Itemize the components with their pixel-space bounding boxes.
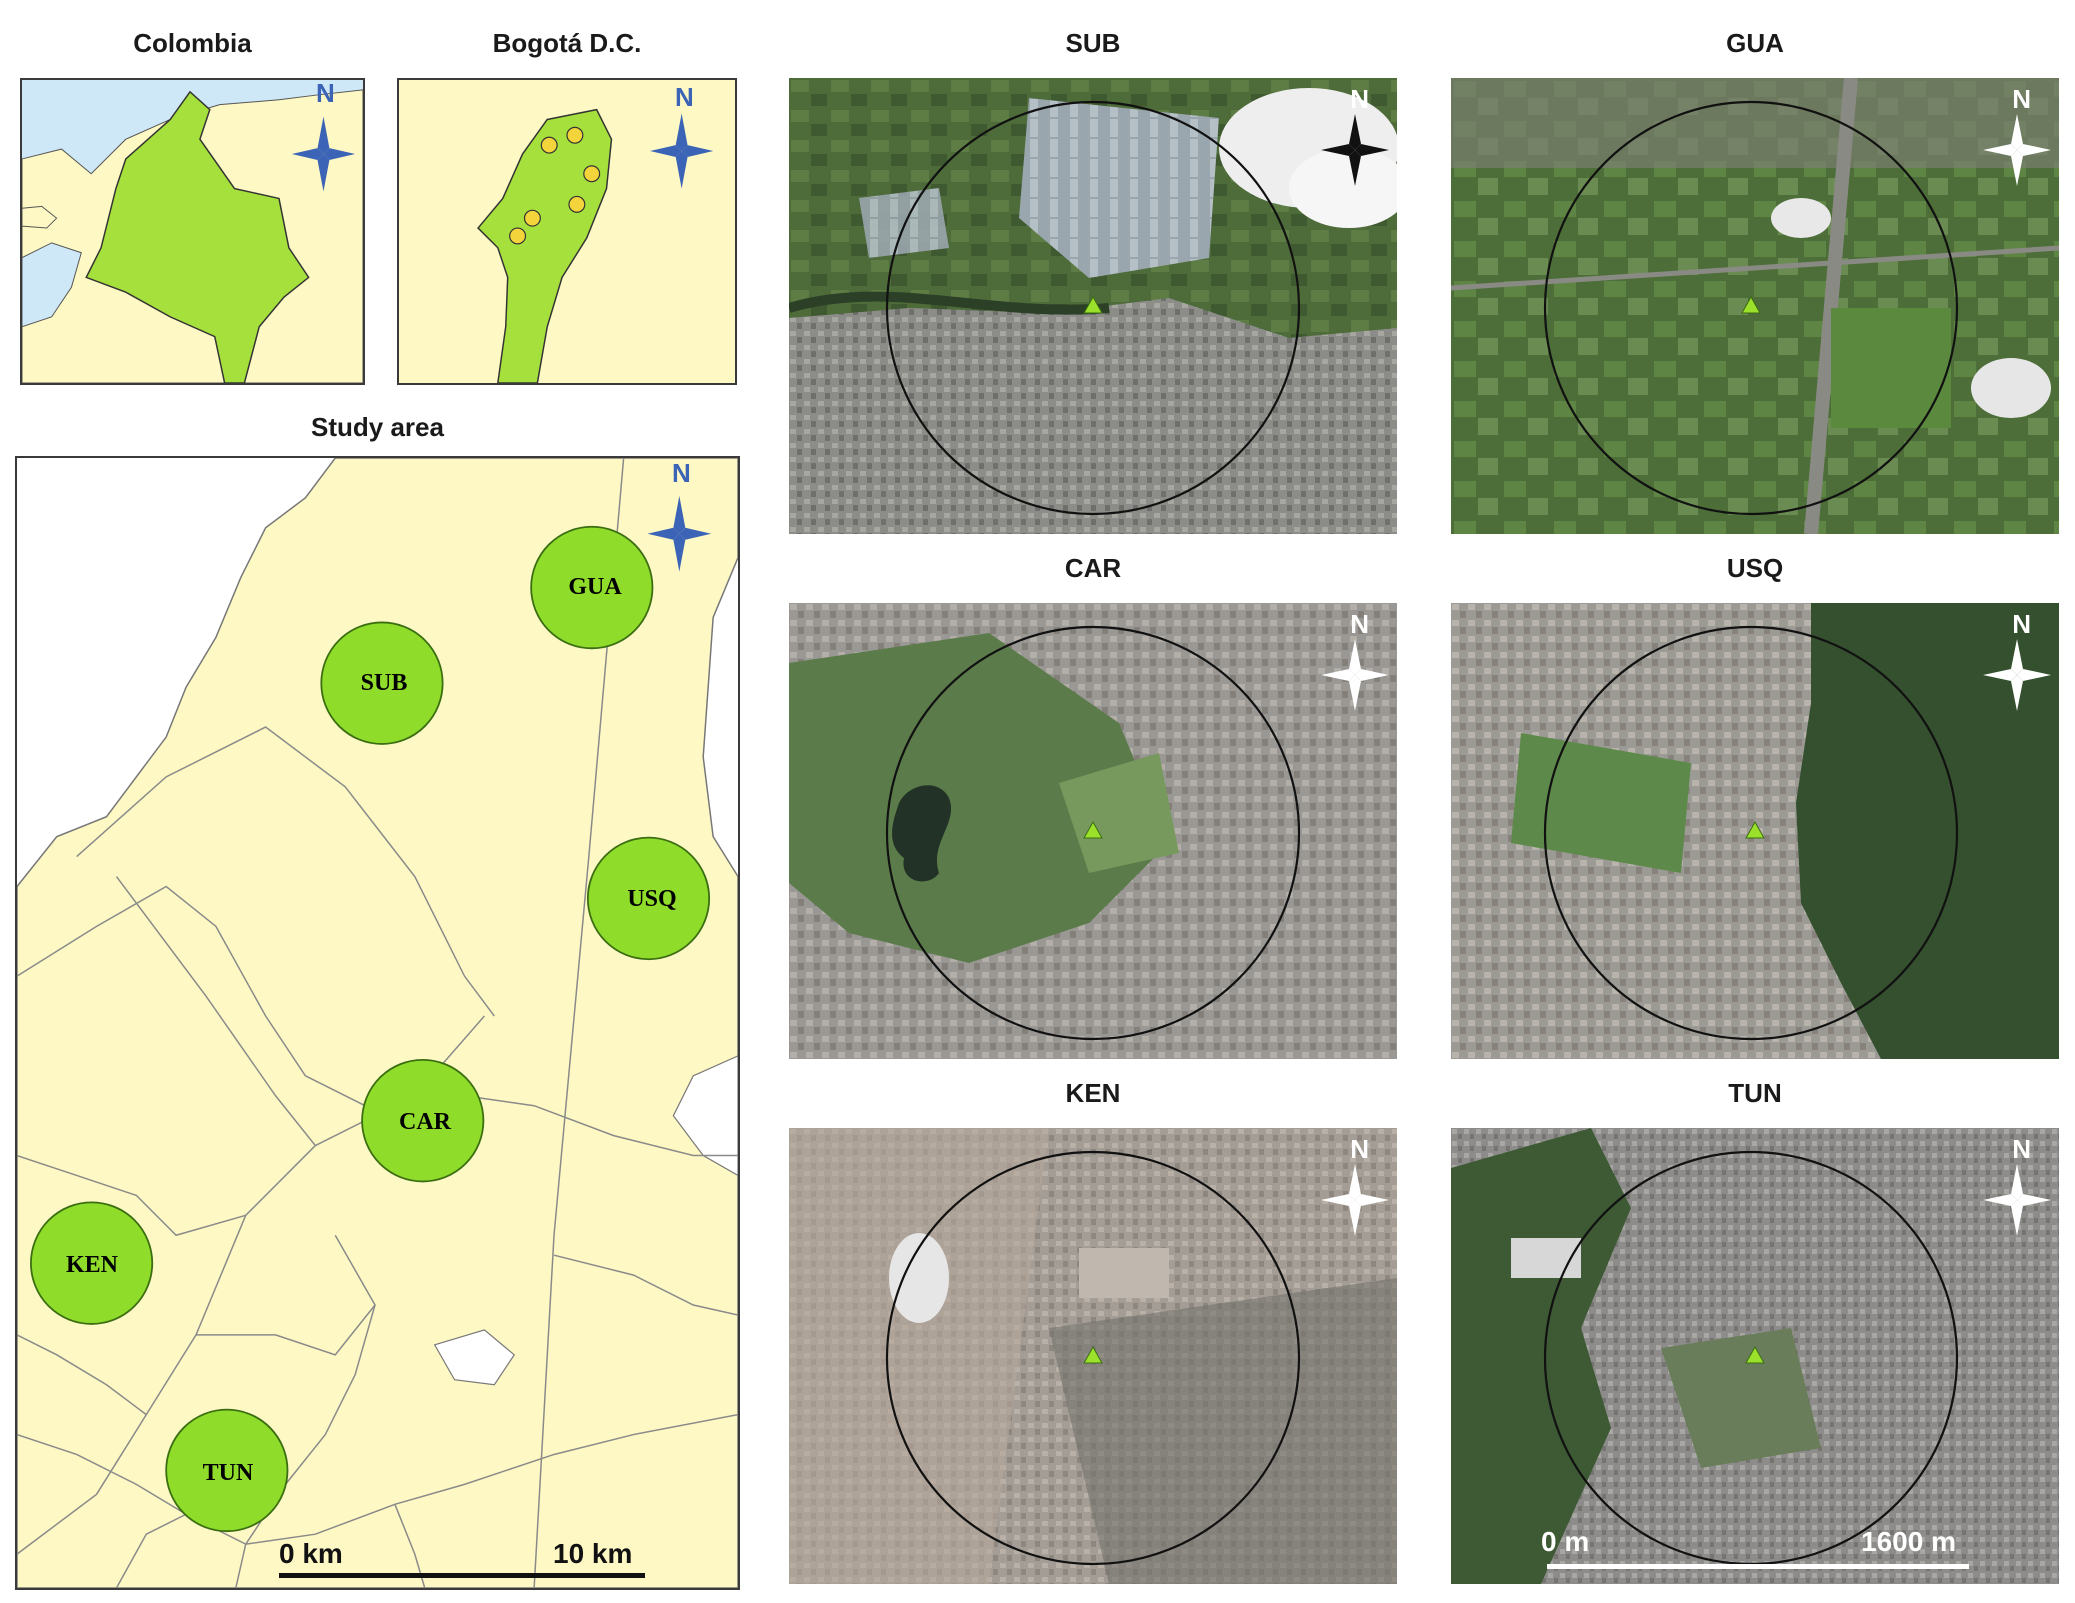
north-label: N [1350,84,1369,114]
satellite-panel-sub: N [789,78,1397,534]
satellite-panel-car: N [789,603,1397,1059]
station-marker-icon [1741,295,1761,314]
north-label: N [672,458,691,488]
scale-end-label: 1600 m [1861,1526,1956,1557]
satellite-panel-ken: N [789,1128,1397,1584]
site-dot [509,227,527,245]
colombia-shape [85,90,310,383]
north-label: N [2012,84,2031,114]
station-marker-icon [1083,1345,1103,1364]
north-arrow-icon [1321,1164,1389,1236]
sat-title-car: CAR [1064,553,1122,583]
scale-start-label: 0 m [1541,1526,1590,1557]
site-circle-ken [30,1201,154,1325]
site-label-gua: GUA [568,574,622,600]
station-marker-icon [1083,295,1103,314]
colombia-inset-title: Colombia [133,28,252,58]
bogota-inset-map: N [397,78,737,385]
north-arrow-icon [650,113,714,189]
scale-start-label: 0 km [279,1538,343,1569]
north-label: N [316,78,335,108]
site-circle-sub [320,621,444,745]
sat-title-gua: GUA [1726,28,1784,58]
site-label-ken: KEN [65,1252,118,1278]
colombia-inset-map: N [20,78,365,385]
site-circle-usq [586,836,711,961]
site-circles [30,525,711,1533]
site-label-tun: TUN [202,1460,254,1486]
scale-end-label: 10 km [553,1538,633,1569]
station-marker-icon [1745,820,1765,839]
north-arrow-icon [647,495,712,572]
station-marker-icon [1745,1345,1765,1364]
site-dot [583,165,601,183]
north-label: N [1350,1134,1369,1164]
site-circle-tun [165,1408,289,1533]
north-label: N [1350,609,1369,639]
station-marker-icon [1083,820,1103,839]
site-circle-car [361,1058,485,1183]
north-label: N [675,82,694,112]
scale-bar [279,1573,645,1578]
study-area-title: Study area [311,412,444,442]
study-area-map: GUA SUB USQ CAR KEN TUN N 0 km 10 km [15,456,740,1590]
north-label: N [2012,1134,2031,1164]
satellite-panel-usq: N [1451,603,2059,1059]
bogota-inset-title: Bogotá D.C. [492,28,642,58]
site-dot [566,126,584,144]
scale-bar [1547,1564,1969,1569]
site-dot [523,209,541,227]
sat-title-sub: SUB [1065,28,1121,58]
north-arrow-icon [1983,114,2051,186]
bogota-shape [477,108,613,383]
north-arrow-icon [1983,1164,2051,1236]
sat-title-usq: USQ [1726,553,1784,583]
site-circle-gua [530,525,654,650]
site-dot [540,136,558,154]
satellite-panel-tun: N 0 m 1600 m [1451,1128,2059,1584]
site-dot [568,195,586,213]
north-arrow-icon [291,116,356,192]
north-arrow-icon [1321,114,1389,186]
site-label-sub: SUB [360,670,408,696]
sat-title-tun: TUN [1728,1078,1782,1108]
north-arrow-icon [1321,639,1389,711]
site-label-car: CAR [399,1109,451,1135]
north-label: N [2012,609,2031,639]
satellite-panel-gua: N [1451,78,2059,534]
north-arrow-icon [1983,639,2051,711]
site-label-usq: USQ [627,886,677,912]
sat-title-ken: KEN [1065,1078,1121,1108]
